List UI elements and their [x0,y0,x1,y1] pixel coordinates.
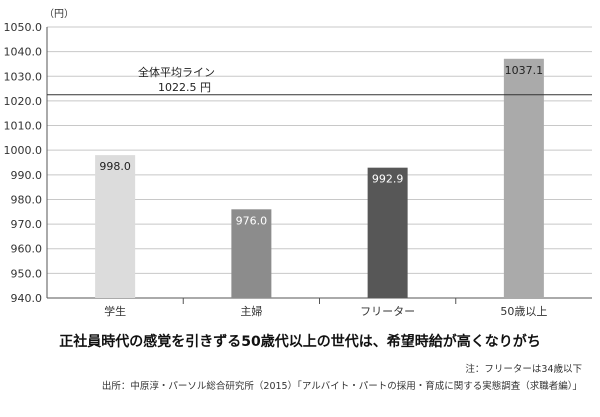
chart-note: 注：フリーターは34歳以下 [465,364,582,375]
chart-caption: 正社員時代の感覚を引きずる50歳代以上の世代は、希望時給が高くなりがち [59,334,541,350]
average-value-label: 1022.5 円 [158,81,211,94]
x-category-label: 主婦 [240,304,262,318]
y-tick-label: 940.0 [11,292,43,305]
bar-chart: 940.0 950.0 960.0 970.0 980.0 990.0 1000.0 1010… [4,8,592,318]
unit-label: （円） [44,8,74,20]
bar-3 [367,167,408,298]
bar-value-label: 992.9 [372,173,404,186]
y-tick-label: 1030.0 [4,70,43,83]
y-tick-label: 950.0 [11,267,43,280]
y-tick-label: 980.0 [11,193,43,206]
bar-1 [95,155,136,298]
y-tick-label: 1010.0 [4,120,43,133]
y-tick-label: 960.0 [11,243,43,256]
chart-svg: 940.0 950.0 960.0 970.0 980.0 990.0 1000.0 1010… [4,8,592,318]
y-tick-label: 970.0 [11,218,43,231]
bar-value-label: 1037.1 [505,64,544,77]
y-tick-label: 1050.0 [4,21,43,34]
x-category-label: フリーター [360,305,415,318]
y-tick-label: 1020.0 [4,95,43,108]
x-category-label: 50歳以上 [500,305,547,318]
bar-2 [231,209,272,298]
y-tick-label: 990.0 [11,169,43,182]
average-line-label: 全体平均ライン [138,65,215,79]
bar-value-label: 976.0 [236,214,268,227]
chart-source: 出所：中原淳・パーソル総合研究所（2015）「アルバイト・パートの採用・育成に関… [101,381,582,392]
bar-value-label: 998.0 [99,160,131,173]
bar-4 [503,58,544,298]
x-category-label: 学生 [104,304,126,318]
y-tick-label: 1000.0 [4,144,43,157]
y-tick-label: 1040.0 [4,46,43,59]
